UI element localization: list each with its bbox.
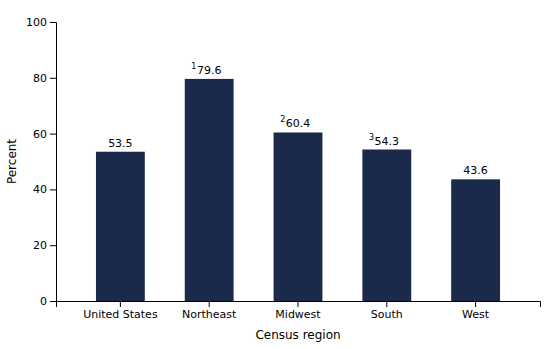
plot: 0 20 40 60 80 100 United States Northeast Midwes… [26,16,541,321]
tick: Northeast [182,301,237,321]
bar [96,152,145,301]
tick-label: 100 [26,16,47,29]
x-axis-title: Census region [255,328,340,342]
chart: 0 20 40 60 80 100 United States Northeast Midwes… [0,0,560,349]
tick-label: 0 [40,295,47,308]
tick-label: West [462,308,490,321]
bar [274,132,323,301]
footnote-marker: 1 [191,62,196,71]
footnote-marker: 3 [369,133,374,142]
tick-label: 40 [33,183,47,196]
data-label: 79.6 [197,64,222,77]
tick-label: 80 [33,72,47,85]
footnote-marker: 2 [280,115,285,124]
tick: 40 [33,183,56,196]
data-label: 60.4 [286,117,311,130]
tick-mark [475,301,476,307]
tick: 100 [26,16,56,29]
tick: 0 [40,295,56,308]
axis-line [57,302,541,308]
data-label: 43.6 [463,164,488,177]
tick-mark [209,301,210,307]
data-labels: 53.5 79.61 60.42 54.33 43.6 [108,62,488,177]
tick-mark [50,22,56,23]
tick-label: Northeast [182,308,237,321]
tick-mark [386,301,387,307]
bar [362,150,411,301]
tick: Midwest [275,301,321,321]
tick: 60 [33,128,56,141]
tick-mark [50,189,56,190]
tick-label: 60 [33,128,47,141]
tick: South [371,301,403,321]
tick: West [462,301,490,321]
tick-mark [298,301,299,307]
tick-label: Midwest [275,308,321,321]
tick-label: United States [83,308,158,321]
tick-mark [50,301,56,302]
tick-mark [120,301,121,307]
axis-line [50,23,57,302]
bar [451,179,500,301]
y-axis-title: Percent [5,139,19,184]
bar [185,79,234,301]
tick-label: 20 [33,239,47,252]
tick-mark [50,78,56,79]
data-label: 53.5 [108,137,132,150]
data-label: 54.3 [375,135,400,148]
bars [96,79,500,301]
x-axis: United States Northeast Midwest South West [57,301,541,321]
tick: 80 [33,72,56,85]
y-axis: 0 20 40 60 80 100 [26,16,57,308]
tick: United States [83,301,158,321]
tick-label: South [371,308,403,321]
tick: 20 [33,239,56,252]
tick-mark [50,134,56,135]
tick-mark [50,245,56,246]
